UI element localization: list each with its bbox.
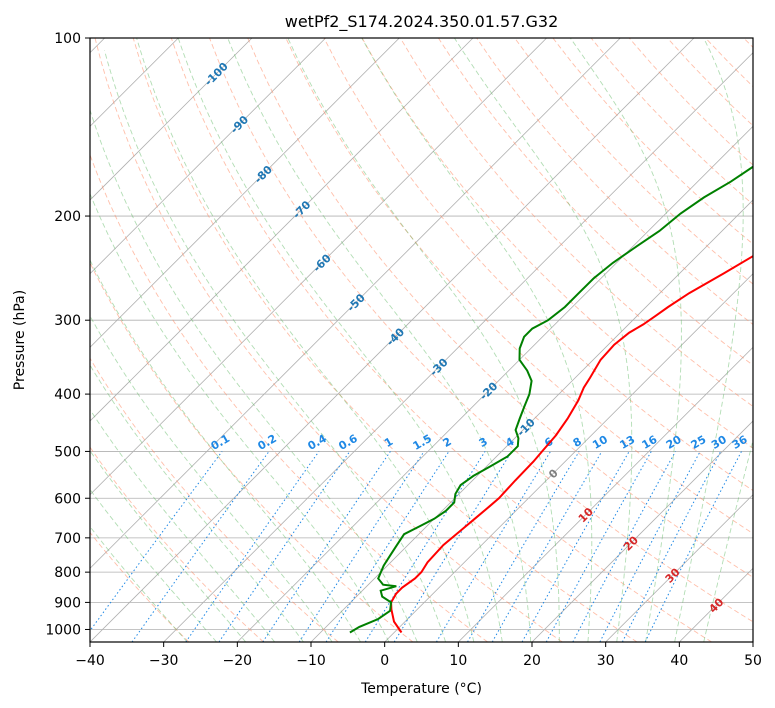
moist-adiabat	[136, 38, 475, 642]
dry-adiabat	[170, 38, 712, 642]
moist-adiabat	[90, 488, 217, 642]
mixing-ratio-line	[90, 451, 223, 632]
dry-adiabat	[209, 38, 753, 623]
moist-adiabat	[90, 408, 276, 642]
dry-adiabat	[90, 531, 190, 642]
moist-adiabat	[287, 38, 560, 642]
series-layer	[349, 165, 753, 634]
y-tick-label: 100	[54, 31, 81, 47]
y-tick-label: 1000	[45, 622, 81, 638]
isotherm-line	[163, 52, 753, 642]
moist-adiabat	[104, 50, 447, 642]
x-tick-label: 40	[670, 653, 688, 669]
x-tick-label: −40	[75, 653, 105, 669]
x-tick-label: −20	[223, 653, 253, 669]
mixing-ratio-line	[131, 451, 270, 642]
mixing-ratio-line	[393, 451, 513, 642]
dry-adiabat	[90, 153, 488, 642]
moist-adiabat	[361, 38, 593, 642]
y-tick-label: 500	[54, 444, 81, 460]
dry-adiabat	[90, 446, 264, 642]
isotherm-line	[605, 494, 753, 642]
y-tick-label: 200	[54, 209, 81, 225]
moist-adiabat	[703, 438, 753, 642]
moist-adiabat	[90, 192, 390, 642]
isotherm-line	[90, 38, 326, 275]
moist-adiabat	[569, 38, 682, 642]
dry-adiabat	[438, 38, 753, 366]
moist-adiabat	[674, 38, 744, 642]
moist-adiabat	[90, 108, 418, 642]
y-tick-label: 600	[54, 491, 81, 507]
dry-adiabat	[323, 38, 753, 492]
y-tick-label: 800	[54, 565, 81, 581]
isotherm-line	[90, 38, 621, 569]
y-tick-label: 400	[54, 387, 81, 403]
mixing-ratio-line	[262, 451, 391, 642]
mixing-ratio-line	[325, 451, 450, 642]
dry-adiabat	[247, 38, 753, 578]
x-tick-label: 30	[597, 653, 615, 669]
dry-adiabat	[90, 261, 414, 642]
moist-adiabat	[90, 259, 361, 642]
mixing-ratio-lines	[90, 451, 742, 642]
dry-adiabat	[90, 357, 339, 642]
x-tick-label: −30	[149, 653, 179, 669]
x-tick-label: 20	[523, 653, 541, 669]
x-tick-label: −10	[296, 653, 326, 669]
x-tick-label: 10	[449, 653, 467, 669]
mixing-ratio-line	[185, 451, 320, 642]
grid-layer	[90, 38, 753, 642]
temperature-line	[390, 254, 753, 634]
x-tick-label: 0	[380, 653, 389, 669]
moist-adiabat	[90, 525, 188, 642]
mixing-ratio-line	[545, 451, 652, 642]
moist-adiabats	[90, 38, 753, 642]
x-tick-label: 50	[744, 653, 762, 669]
mixing-ratio-line	[644, 451, 742, 642]
mixing-ratio-line	[298, 451, 425, 642]
mixing-ratio-line	[521, 451, 630, 642]
chart-title: wetPf2_S174.2024.350.01.57.G32	[285, 12, 559, 32]
isotherm-line	[90, 38, 253, 201]
dry-adiabat	[94, 38, 563, 642]
isotherm-line	[237, 125, 753, 642]
dry-adiabat	[132, 38, 638, 642]
isotherm-line	[90, 38, 474, 422]
mixing-ratio-line	[218, 451, 351, 642]
mixing-ratio-line	[572, 451, 676, 642]
isotherm-line	[458, 346, 753, 642]
y-tick-label: 900	[54, 595, 81, 611]
x-axis-title: Temperature (°C)	[360, 681, 482, 697]
dry-adiabat	[399, 38, 753, 407]
dry-adiabats	[90, 38, 753, 642]
y-tick-label: 300	[54, 313, 81, 329]
isotherm-line	[90, 38, 400, 348]
dry-adiabat	[514, 38, 753, 285]
moist-adiabat	[90, 450, 247, 642]
moist-adiabat	[227, 38, 532, 642]
isotherm-line	[90, 38, 695, 642]
y-axis: 100 200 300 400 500 600 700 800 900 1000	[45, 31, 90, 638]
dewpoint-line	[349, 165, 753, 634]
plot-frame	[89, 37, 754, 643]
moist-adiabat	[177, 38, 503, 642]
isotherm-line	[531, 420, 753, 642]
y-axis-title: Pressure (hPa)	[12, 290, 28, 390]
mixing-ratio-line	[621, 451, 722, 642]
x-axis: −40 −30 −20 −10 0 10 20 30 40 50	[75, 642, 762, 669]
isotherm-line	[384, 273, 753, 642]
y-tick-label: 700	[54, 531, 81, 547]
moist-adiabat	[90, 315, 333, 642]
isotherm-line	[90, 38, 547, 496]
